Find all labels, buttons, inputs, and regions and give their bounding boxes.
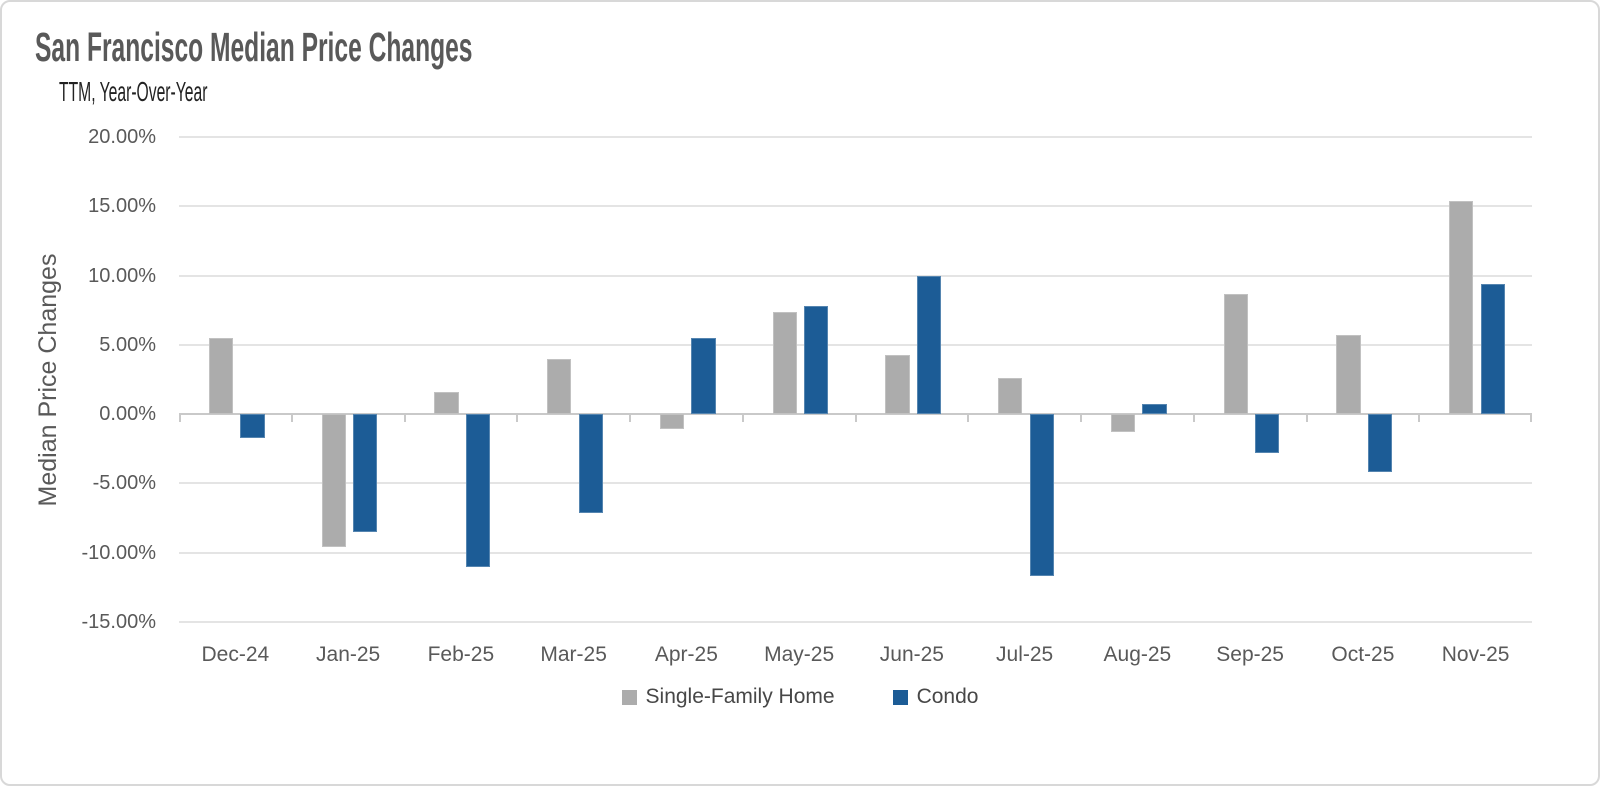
x-axis-tick: [967, 414, 970, 423]
gridline: [179, 205, 1532, 208]
gridline: [179, 343, 1532, 346]
legend: Single-Family Home Condo: [2, 685, 1598, 709]
legend-swatch-single-family-home: [621, 689, 637, 705]
y-tick-label: -15.00%: [81, 611, 157, 633]
bar-condo-mar-25: [578, 414, 603, 513]
x-tick-label: Aug-25: [1103, 643, 1172, 666]
y-tick-label: 5.00%: [99, 333, 156, 356]
x-tick-label: Jul-25: [996, 643, 1054, 666]
gridline: [179, 482, 1532, 485]
bar-single-family-home-mar-25: [547, 358, 572, 415]
gridline: [179, 274, 1532, 277]
bar-condo-jun-25: [916, 275, 942, 415]
bar-single-family-home-may-25: [772, 311, 797, 415]
x-axis-tick: [1305, 414, 1308, 423]
legend-swatch-condo: [892, 689, 908, 705]
bar-condo-nov-25: [1480, 283, 1505, 415]
bar-single-family-home-jul-25: [998, 378, 1023, 415]
x-axis-tick: [403, 414, 406, 423]
legend-label-single-family-home: Single-Family Home: [645, 685, 835, 708]
bar-single-family-home-nov-25: [1449, 200, 1474, 415]
bar-single-family-home-jan-25: [321, 414, 346, 548]
bar-single-family-home-sep-25: [1223, 293, 1248, 415]
x-axis-tick: [629, 414, 631, 423]
x-tick-label: Sep-25: [1216, 643, 1284, 666]
bar-condo-jan-25: [353, 414, 378, 532]
x-axis-tick: [290, 414, 293, 423]
bar-single-family-home-apr-25: [659, 414, 685, 430]
gridline: [179, 551, 1532, 554]
x-axis-tick: [741, 414, 744, 423]
bar-condo-apr-25: [691, 337, 716, 415]
bar-single-family-home-dec-24: [208, 337, 234, 415]
gridline: [179, 621, 1532, 623]
plot-area: [179, 136, 1532, 623]
x-axis-tick: [1080, 414, 1082, 423]
gridline: [179, 136, 1532, 138]
x-tick-label: Feb-25: [427, 643, 495, 666]
y-tick-label: -10.00%: [81, 541, 157, 564]
bar-single-family-home-aug-25: [1110, 414, 1136, 433]
x-tick-label: May-25: [764, 643, 835, 666]
x-axis-tick: [1192, 414, 1195, 423]
bar-condo-oct-25: [1367, 414, 1393, 473]
x-tick-label: Apr-25: [654, 643, 718, 666]
x-tick-label: Dec-24: [201, 643, 270, 666]
bar-condo-sep-25: [1255, 414, 1280, 453]
chart-title: San Francisco Median Price Changes: [35, 24, 473, 70]
bar-condo-feb-25: [465, 414, 491, 567]
x-axis-tick: [1530, 414, 1532, 423]
y-tick-label: 10.00%: [88, 264, 156, 287]
bar-single-family-home-jun-25: [885, 354, 910, 415]
bar-single-family-home-feb-25: [434, 391, 459, 415]
legend-item-single-family-home: Single-Family Home: [621, 685, 835, 709]
bar-single-family-home-oct-25: [1336, 335, 1361, 415]
y-tick-label: 15.00%: [88, 195, 156, 218]
x-axis-tick: [854, 414, 857, 423]
x-axis-tick: [516, 414, 519, 423]
x-tick-label: Mar-25: [540, 643, 607, 666]
bar-condo-may-25: [804, 306, 829, 415]
legend-label-condo: Condo: [916, 685, 979, 708]
chart-subtitle: TTM, Year-Over-Year: [59, 76, 208, 107]
x-tick-label: Oct-25: [1331, 643, 1395, 666]
x-tick-label: Nov-25: [1441, 643, 1510, 666]
y-tick-label: 20.00%: [88, 126, 156, 148]
bar-condo-aug-25: [1142, 404, 1167, 415]
y-tick-label: -5.00%: [92, 472, 156, 495]
y-tick-label: 0.00%: [99, 403, 156, 426]
x-axis-tick: [179, 414, 181, 423]
x-tick-label: Jan-25: [316, 643, 381, 666]
bar-condo-jul-25: [1029, 414, 1054, 577]
legend-item-condo: Condo: [892, 685, 979, 709]
bar-condo-dec-24: [240, 414, 265, 438]
x-axis-tick: [1418, 414, 1421, 423]
x-tick-label: Jun-25: [879, 643, 944, 666]
